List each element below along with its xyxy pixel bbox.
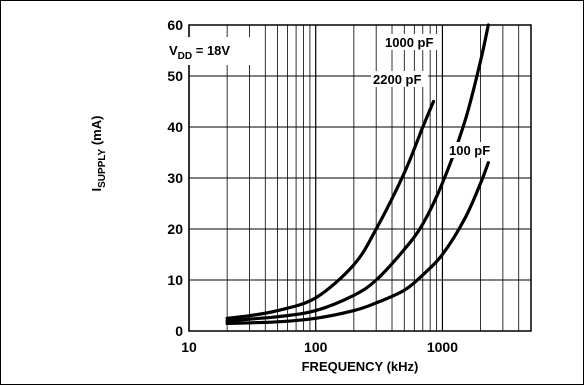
y-tick-label: 50 [167,68,183,84]
series-label-bg [447,142,497,158]
x-tick-labels: 10 100 1000 [181,339,458,355]
y-axis-title-unit: (mA) [89,116,104,149]
condition-label: VDD = 18V [169,43,230,62]
condition-rest: = 18V [192,43,230,58]
x-tick-label: 1000 [427,339,458,355]
y-axis-title-sub: SUPPLY [97,148,108,187]
x-tick-label: 100 [304,339,328,355]
series-label-1: 2200 pF [373,72,421,87]
series-label-bg [383,34,441,50]
y-tick-label: 60 [167,17,183,33]
y-tick-label: 0 [175,323,183,339]
condition-label-background [164,37,259,65]
series-label-bg [371,71,429,87]
y-tick-label: 30 [167,170,183,186]
x-tick-label: 10 [181,339,197,355]
y-axis-title: ISUPPLY (mA) [89,116,108,192]
series-label-2: 1000 pF [385,35,433,50]
condition-sub: DD [178,51,192,62]
y-tick-label: 20 [167,221,183,237]
series-labels: 2200 pF 1000 pF 100 pF [371,34,497,158]
series-layer [225,23,490,325]
y-axis-title-main: I [89,188,104,192]
y-tick-label: 40 [167,119,183,135]
y-tick-labels: 0 10 20 30 40 50 60 [167,17,183,339]
condition-main: V [169,43,178,58]
y-tick-label: 10 [167,272,183,288]
x-axis-title: FREQUENCY (kHz) [302,359,419,374]
series-line-1 [225,99,436,320]
series-line-3 [225,161,490,325]
series-line-2 [225,23,490,323]
plot-area-border [188,24,532,332]
series-label-3: 100 pF [449,143,490,158]
